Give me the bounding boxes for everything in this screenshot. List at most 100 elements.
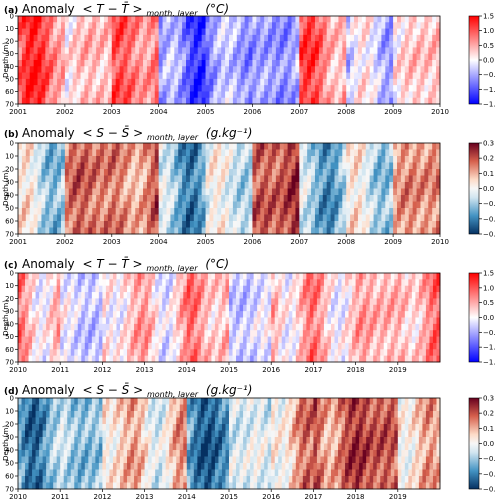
heatmap-cell <box>64 47 70 55</box>
heatmap-cell <box>80 221 85 228</box>
heatmap-cell <box>155 304 160 312</box>
heatmap-cell <box>416 227 421 235</box>
heatmap-cell <box>436 292 441 299</box>
heatmap-cell <box>169 279 174 287</box>
heatmap-cell <box>207 279 212 287</box>
heatmap-cell <box>213 214 218 222</box>
heatmap-cell <box>361 201 367 209</box>
heatmap-cell <box>376 317 381 325</box>
heatmap-cell <box>350 60 355 67</box>
heatmap-cell <box>306 355 311 363</box>
heatmap-cell <box>415 304 420 312</box>
heatmap-cell <box>369 22 374 29</box>
heatmap-cell <box>369 349 374 357</box>
heatmap-cell <box>57 22 62 29</box>
heatmap-cell <box>295 143 300 150</box>
heatmap-cell <box>369 292 374 299</box>
heatmap-cell <box>256 97 261 105</box>
heatmap-cell <box>436 34 441 42</box>
heatmap-cell <box>323 298 328 306</box>
heatmap-cell <box>420 22 425 29</box>
heatmap-cell <box>260 91 265 99</box>
heatmap-cell <box>135 214 140 222</box>
heatmap-cell <box>244 85 249 92</box>
heatmap-cell <box>243 323 247 331</box>
heatmap-cell <box>385 16 390 23</box>
heatmap-cell <box>205 175 210 183</box>
heatmap-cell <box>170 143 175 150</box>
heatmap-cell <box>107 41 113 48</box>
heatmap-cell <box>432 156 437 163</box>
heatmap-cell <box>111 227 117 235</box>
heatmap-cell <box>299 279 304 287</box>
heatmap-cell <box>137 298 142 306</box>
heatmap-cell <box>18 463 22 470</box>
heatmap-cell <box>387 342 392 350</box>
heatmap-cell <box>248 41 253 48</box>
heatmap-cell <box>422 317 427 325</box>
heatmap-cell <box>197 34 203 42</box>
heatmap-cell <box>369 330 374 337</box>
heatmap-cell <box>404 34 410 42</box>
heatmap-cell <box>326 41 331 48</box>
heatmap-cell <box>354 53 359 61</box>
heatmap-cell <box>397 149 402 157</box>
heatmap-cell <box>420 66 425 73</box>
heatmap-cell <box>91 311 96 318</box>
heatmap-cell <box>18 169 23 176</box>
heatmap-cell <box>32 323 36 331</box>
heatmap-cell <box>166 66 171 73</box>
heatmap-cell <box>330 317 335 325</box>
heatmap-cell <box>76 195 81 202</box>
heatmap-cell <box>213 182 218 189</box>
heatmap-cell <box>287 169 292 176</box>
heatmap-cell <box>225 273 230 280</box>
heatmap-cell <box>341 349 346 357</box>
heatmap-cell <box>387 336 392 344</box>
heatmap-cell <box>178 41 183 48</box>
heatmap-cell <box>37 143 42 150</box>
heatmap-cell <box>307 78 312 86</box>
heatmap-cell <box>143 143 148 150</box>
heatmap-cell <box>366 330 371 337</box>
heatmap-cell <box>119 175 124 183</box>
heatmap-cell <box>355 317 360 325</box>
heatmap-cell <box>190 317 195 325</box>
heatmap-cell <box>92 149 97 157</box>
heatmap-cell <box>57 91 62 99</box>
heatmap-cell <box>154 34 160 42</box>
heatmap-cell <box>25 169 31 176</box>
heatmap-cell <box>316 355 321 363</box>
heatmap-cell <box>229 273 233 280</box>
heatmap-cell <box>103 34 109 42</box>
heatmap-cell <box>338 66 343 73</box>
heatmap-cell <box>127 214 132 222</box>
heatmap-cell <box>213 149 218 157</box>
heatmap-cell <box>119 311 124 318</box>
heatmap-cell <box>246 298 251 306</box>
heatmap-cell <box>390 336 395 344</box>
heatmap-cell <box>221 169 226 176</box>
heatmap-cell <box>283 16 289 23</box>
heatmap-cell <box>257 279 262 287</box>
heatmap-cell <box>232 317 237 325</box>
heatmap-cell <box>209 91 214 99</box>
heatmap-cell <box>56 336 61 344</box>
heatmap-cell <box>359 298 364 306</box>
heatmap-cell <box>271 182 277 189</box>
heatmap-cell <box>229 60 234 67</box>
heatmap-cell <box>193 208 199 215</box>
heatmap-cell <box>165 349 170 357</box>
heatmap-cell <box>299 175 304 183</box>
heatmap-cell <box>416 22 421 29</box>
heatmap-cell <box>130 330 135 337</box>
heatmap-cell <box>334 304 339 312</box>
heatmap-cell <box>165 311 170 318</box>
heatmap-cell <box>275 208 281 215</box>
heatmap-cell <box>49 273 54 280</box>
heatmap-cell <box>390 292 395 299</box>
heatmap-cell <box>148 285 153 293</box>
x-tick-label: 2016 <box>262 366 280 374</box>
heatmap-cell <box>21 463 26 470</box>
heatmap-cell <box>366 336 371 344</box>
